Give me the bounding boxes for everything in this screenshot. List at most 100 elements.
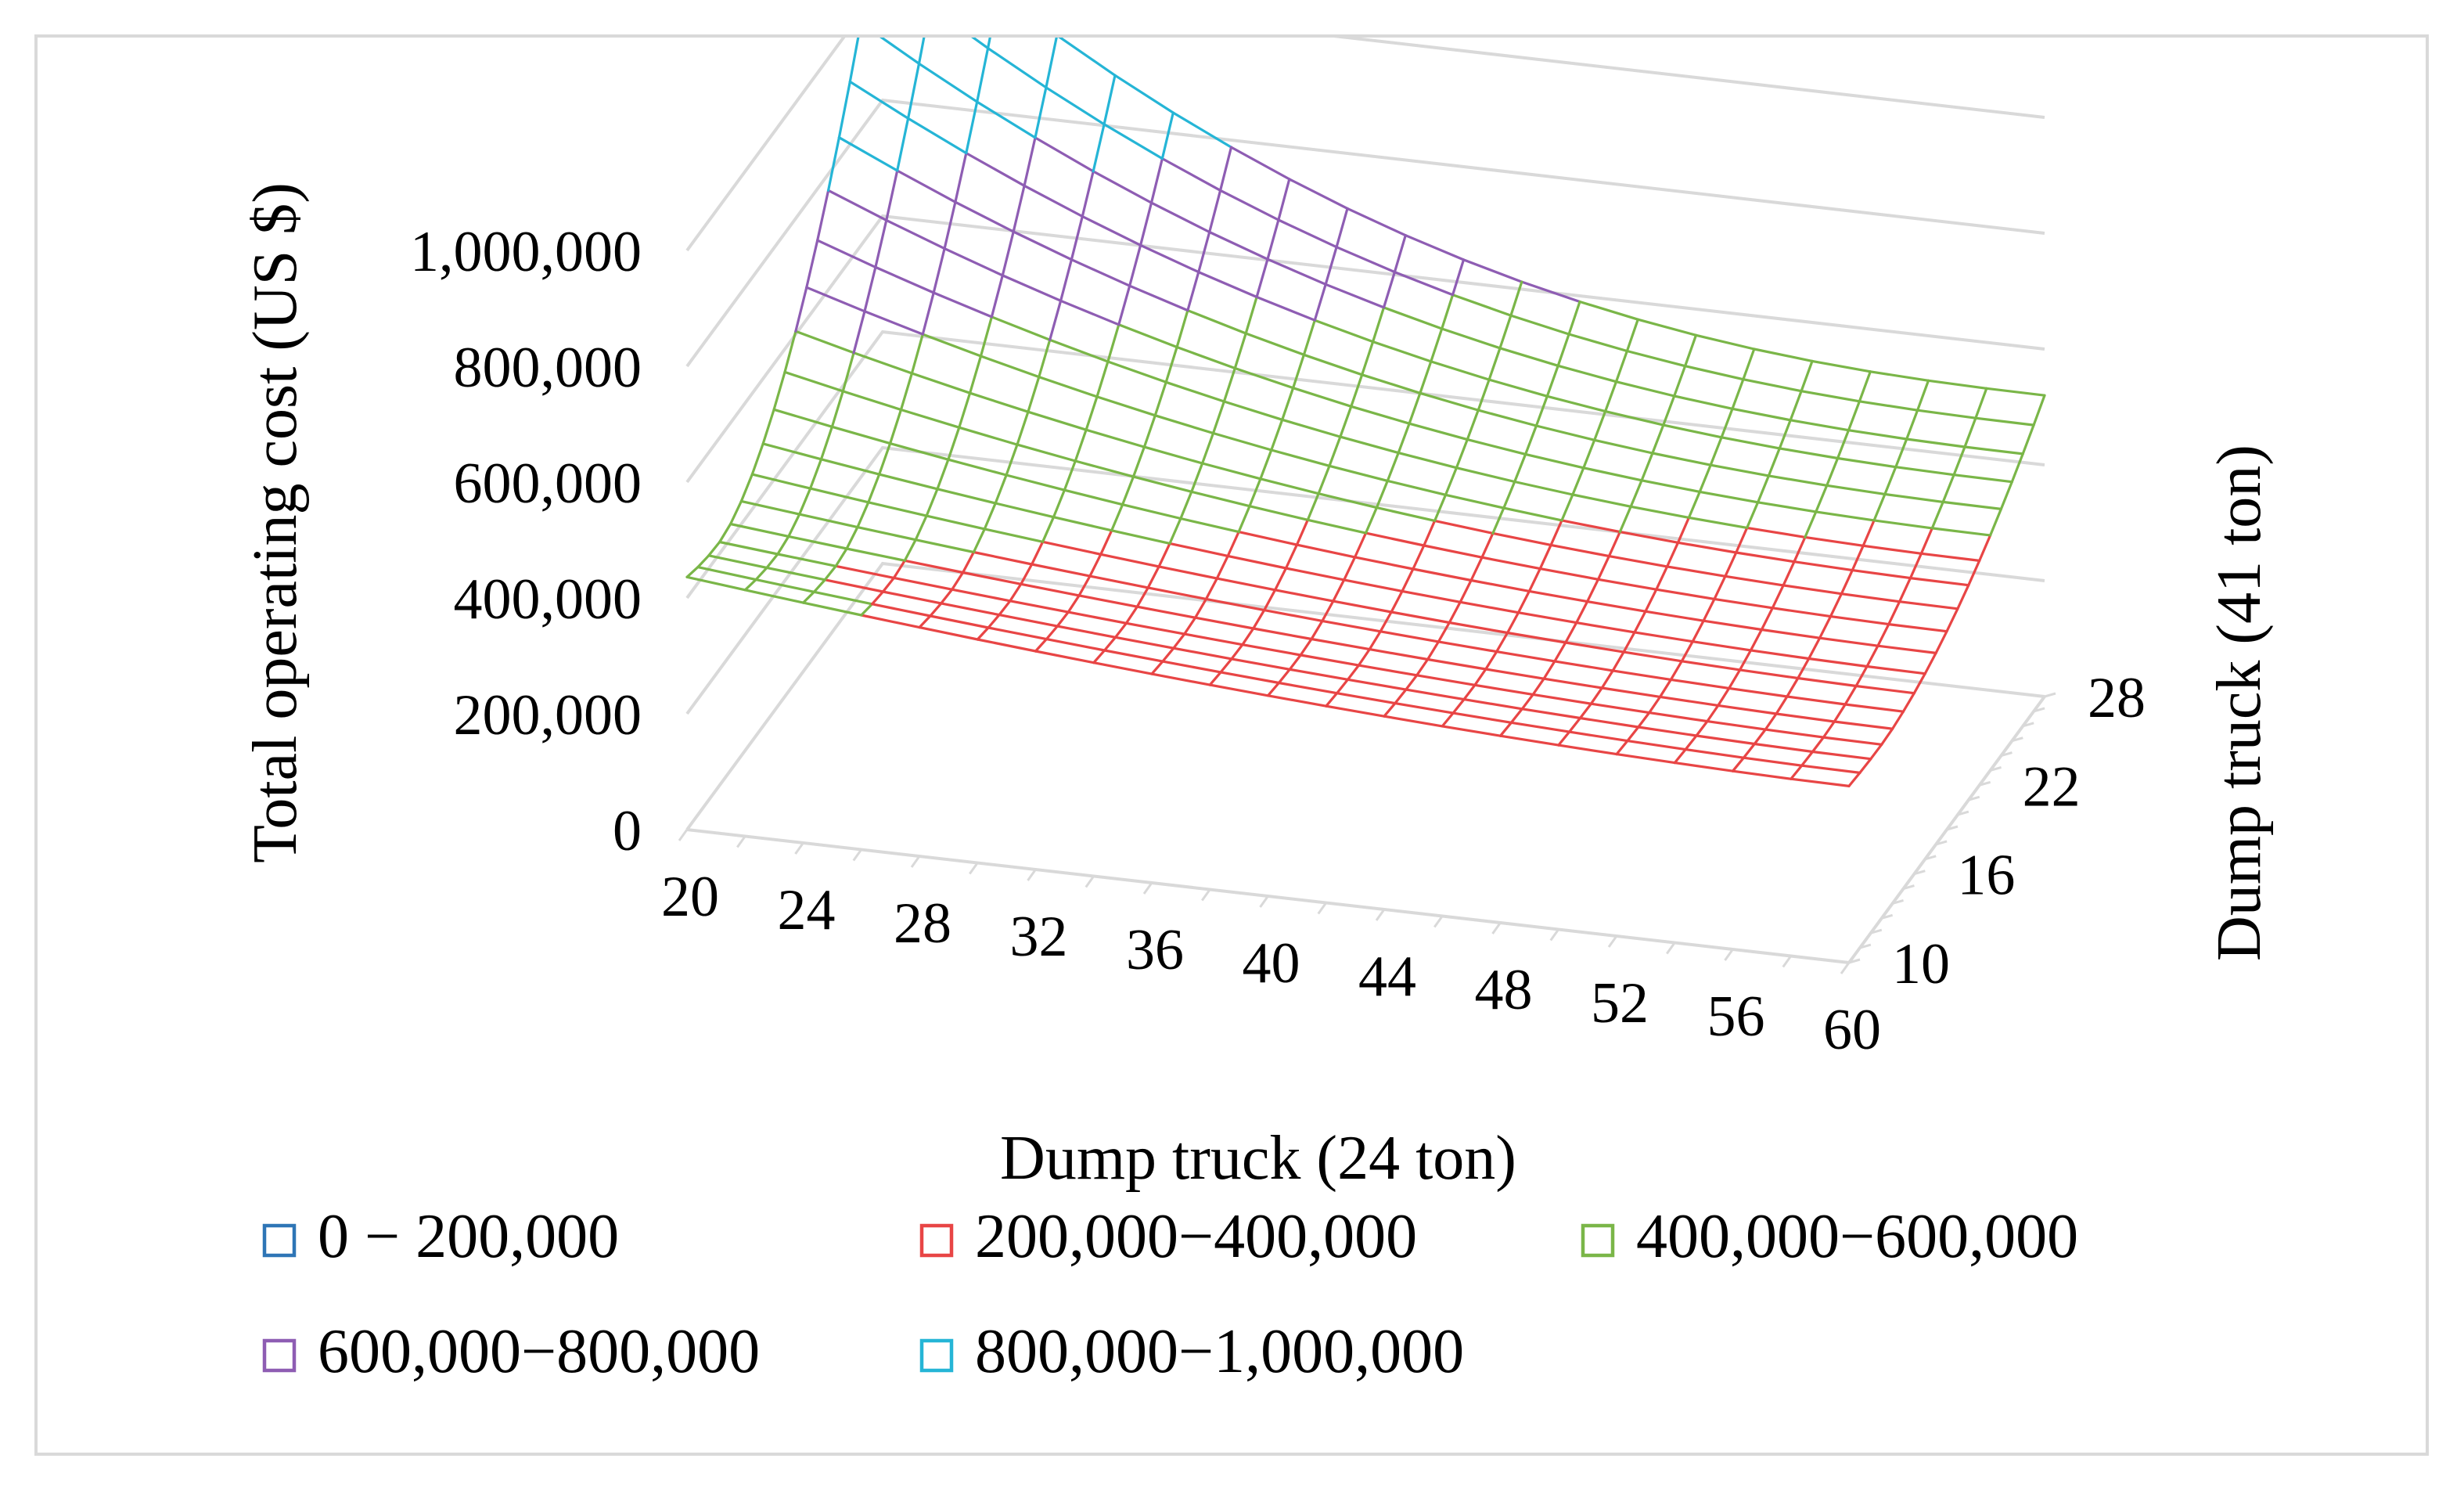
surface-mesh-segment	[881, 576, 896, 593]
x-tick-mark	[1375, 909, 1386, 921]
surface-mesh-segment	[1858, 400, 1919, 412]
surface-mesh-segment	[1901, 692, 1915, 713]
surface-mesh-segment	[1603, 410, 1665, 427]
surface-mesh-segment	[808, 487, 870, 504]
surface-mesh-segment	[1211, 431, 1273, 452]
surface-mesh-segment	[1200, 462, 1262, 481]
surface-mesh-segment	[1698, 463, 1712, 494]
surface-mesh-segment	[1815, 510, 1876, 522]
surface-mesh-segment	[819, 458, 881, 476]
surface-mesh-segment	[1999, 481, 2013, 511]
surface-mesh-segment	[917, 38, 926, 65]
surface-mesh-segment	[1386, 479, 1448, 496]
surface-mesh-segment	[1120, 475, 1135, 506]
surface-mesh-segment	[1844, 684, 1858, 706]
surface-mesh-segment	[1876, 644, 1937, 655]
surface-mesh-segment	[1020, 563, 1034, 585]
y-tick-mark	[1881, 913, 1894, 920]
surface-mesh-segment	[1313, 283, 1327, 322]
y-tick-mark	[1990, 766, 2002, 772]
legend-label: 200,000−400,000	[975, 1202, 1417, 1271]
surface-mesh-segment	[1872, 519, 1933, 530]
surface-mesh-segment	[1009, 600, 1070, 614]
surface-mesh-segment	[1244, 295, 1258, 335]
surface-mesh-segment	[1204, 577, 1218, 601]
surface-mesh-segment	[1448, 621, 1509, 635]
surface-mesh-segment	[1746, 501, 1760, 530]
surface-mesh-segment	[1023, 184, 1084, 218]
surface-mesh-segment	[1277, 218, 1338, 249]
surface-mesh-segment	[1041, 516, 1056, 543]
surface-mesh-segment	[1248, 505, 1309, 521]
surface-mesh-segment	[1325, 692, 1339, 708]
surface-mesh-segment	[1462, 683, 1477, 701]
surface-mesh-segment	[1142, 445, 1204, 465]
surface-mesh-segment	[1244, 332, 1306, 356]
surface-mesh-segment	[1335, 246, 1397, 274]
surface-mesh-segment	[1611, 669, 1672, 682]
surface-mesh-segment	[1160, 157, 1222, 192]
y-tick-mark	[1946, 825, 1959, 831]
surface-mesh-segment	[925, 514, 986, 531]
surface-mesh-segment	[1124, 621, 1186, 636]
surface-mesh-segment	[1368, 630, 1382, 651]
surface-mesh-segment	[976, 47, 990, 103]
surface-mesh-segment	[1484, 668, 1545, 680]
legend-label: 600,000−800,000	[318, 1317, 760, 1386]
surface-mesh-segment	[1357, 647, 1371, 667]
surface-mesh-segment	[1379, 610, 1393, 633]
surface-mesh-segment	[1702, 597, 1716, 622]
surface-mesh-segment	[765, 566, 826, 582]
surface-mesh-segment	[1753, 728, 1767, 746]
surface-mesh-segment	[1426, 657, 1487, 671]
surface-mesh-segment	[1607, 554, 1669, 568]
surface-mesh-segment	[1371, 306, 1386, 344]
surface-mesh-segment	[1448, 600, 1462, 625]
z-gridline	[685, 214, 2045, 484]
y-tick-mark	[1957, 810, 1969, 816]
surface-mesh-segment	[1753, 742, 1815, 754]
surface-mesh-segment	[1241, 643, 1302, 657]
surface-mesh-segment	[1405, 674, 1419, 691]
surface-mesh-segment	[1335, 207, 1349, 249]
surface-mesh-segment	[987, 613, 1001, 629]
surface-mesh-segment	[1328, 435, 1342, 467]
surface-mesh-segment	[808, 458, 823, 490]
surface-mesh-segment	[965, 100, 979, 155]
surface-mesh-segment	[1197, 271, 1258, 299]
surface-mesh-segment	[1462, 258, 1523, 283]
surface-mesh-segment	[1760, 628, 1822, 639]
y-tick-mark	[2033, 707, 2045, 713]
surface-mesh-segment	[986, 47, 1048, 89]
surface-mesh-segment	[783, 370, 844, 393]
surface-mesh-segment	[874, 265, 935, 294]
surface-mesh-segment	[852, 351, 914, 375]
surface-mesh-segment	[1074, 459, 1135, 478]
surface-mesh-segment	[1001, 274, 1063, 302]
surface-mesh-segment	[1016, 443, 1077, 463]
surface-mesh-segment	[1800, 390, 1861, 403]
surface-mesh-segment	[685, 565, 700, 578]
surface-mesh-segment	[1952, 474, 2013, 484]
surface-mesh-segment	[932, 291, 994, 319]
surface-mesh-segment	[1567, 730, 1629, 743]
surface-mesh-segment	[1328, 464, 1389, 483]
surface-mesh-segment	[1498, 347, 1559, 367]
surface-mesh-segment	[1160, 111, 1174, 160]
y-tick-mark	[1870, 928, 1883, 934]
surface-mesh-segment	[990, 274, 1004, 319]
surface-mesh-segment	[1709, 436, 1723, 466]
surface-mesh-segment	[1466, 438, 1527, 456]
surface-mesh-segment	[1444, 493, 1505, 510]
surface-mesh-segment	[1731, 378, 1745, 410]
surface-mesh-segment	[1451, 697, 1466, 715]
surface-mesh-segment	[1644, 588, 1658, 613]
surface-mesh-segment	[848, 80, 910, 120]
x-axis-ticks: 20 24 28 32 36 40 44 48 52 56 60	[661, 865, 1881, 1062]
surface-mesh-segment	[1110, 529, 1171, 546]
surface-mesh-segment	[910, 372, 972, 394]
surface-mesh-segment	[1883, 466, 1897, 496]
x-tick-mark	[794, 842, 804, 855]
surface-mesh-segment	[1230, 657, 1291, 671]
surface-mesh-segment	[1183, 616, 1197, 636]
